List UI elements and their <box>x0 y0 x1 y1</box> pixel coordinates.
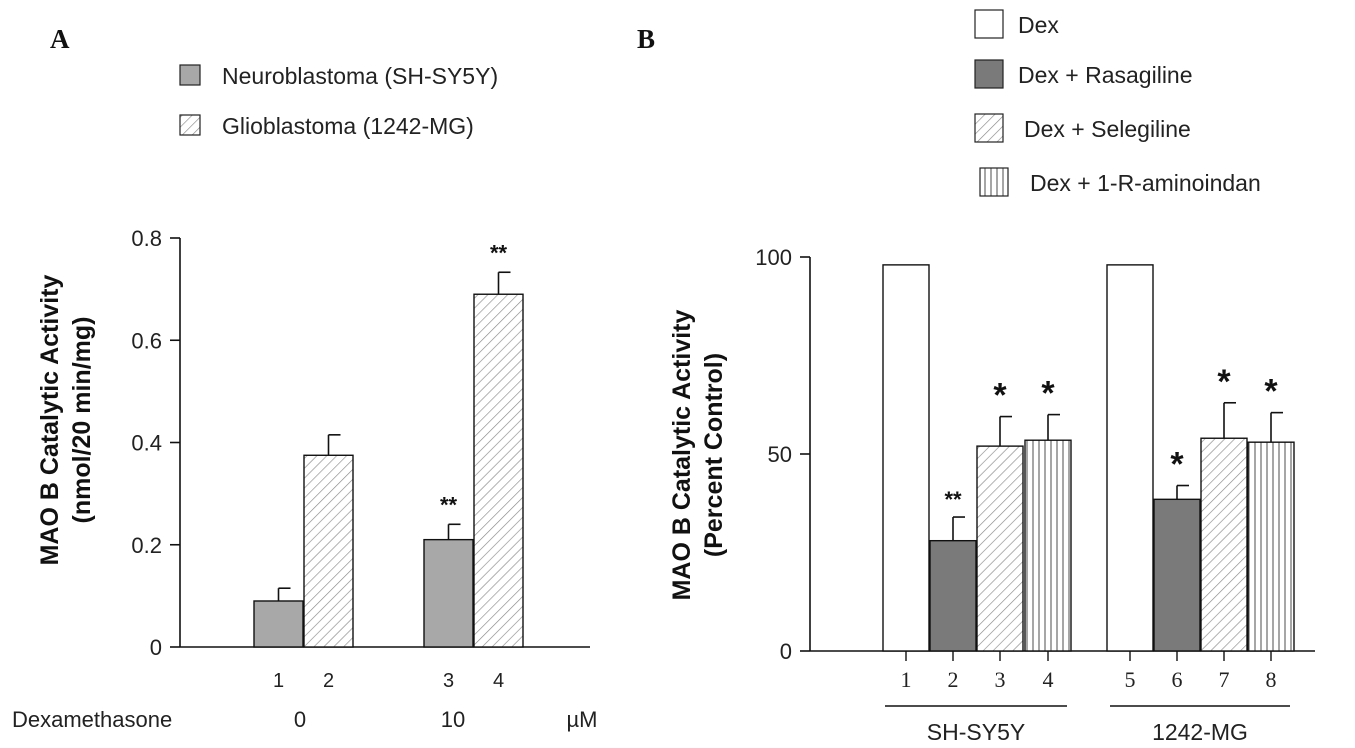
panel-a-y-tick-label: 0.8 <box>131 226 162 251</box>
panel-a-bar-label: 4 <box>493 670 504 692</box>
panel-b-bar-label: 2 <box>948 667 959 692</box>
panel-a-bar-label: 3 <box>443 670 454 692</box>
panel-b-bar-label: 5 <box>1125 667 1136 692</box>
panel-b-bar-label: 1 <box>901 667 912 692</box>
legend-swatch-aminoindan <box>979 167 1009 197</box>
panel-a-y-tick-label: 0.4 <box>131 431 162 456</box>
panel-b-significance: * <box>1217 363 1231 401</box>
panel-b-bar-label: 4 <box>1043 667 1054 692</box>
panel-b-significance: * <box>1264 373 1278 411</box>
dexamethasone-dose-10: 10 <box>441 707 465 732</box>
panel-a-bar-label: 2 <box>323 670 334 692</box>
panel-b-bar <box>882 264 930 652</box>
panel-b-bar-label: 3 <box>995 667 1006 692</box>
panel-b-ylabel-line1: MAO B Catalytic Activity <box>668 310 696 601</box>
legend-swatch-selegiline <box>974 113 1004 143</box>
panel-b-bar <box>1200 437 1248 652</box>
panel-b-ylabel: MAO B Catalytic Activity (Percent Contro… <box>668 310 728 601</box>
panel-b-significance: * <box>1170 446 1184 484</box>
legend-label-dex: Dex <box>1018 12 1059 38</box>
panel-a-ylabel: MAO B Catalytic Activity (nmol/20 min/mg… <box>36 275 96 566</box>
legend-label-glioblastoma: Glioblastoma (1242-MG) <box>222 113 474 139</box>
panel-b-bar <box>929 539 977 652</box>
panel-b-y-tick-label: 50 <box>768 442 792 467</box>
panel-b-plot: 0 50 100 1 ** 2 * 3 * 4 5 * 6 * 7 * 8 <box>755 245 1315 692</box>
panel-a-letter: A <box>50 24 70 54</box>
group-label-sh-sy5y: SH-SY5Y <box>927 719 1025 745</box>
panel-b-letter: B <box>637 24 655 54</box>
dexamethasone-unit: µM <box>566 707 597 732</box>
panel-b-bar <box>1247 441 1295 652</box>
panel-a-y-tick-label: 0 <box>150 635 162 660</box>
panel-b-significance: * <box>993 377 1007 415</box>
panel-b-bar-label: 7 <box>1219 667 1230 692</box>
dexamethasone-label: Dexamethasone <box>12 707 172 732</box>
panel-b-bar-label: 6 <box>1172 667 1183 692</box>
legend-label-rasagiline: Dex + Rasagiline <box>1018 62 1193 88</box>
legend-swatch-rasagiline <box>974 59 1004 89</box>
panel-a-y-tick-label: 0.2 <box>131 533 162 558</box>
panel-b-ylabel-line2: (Percent Control) <box>700 353 728 557</box>
panel-b-bar <box>1024 439 1072 652</box>
panel-b-bar-label: 8 <box>1266 667 1277 692</box>
group-label-1242-mg: 1242-MG <box>1152 719 1248 745</box>
panel-b-y-tick-label: 0 <box>780 639 792 664</box>
legend-label-selegiline: Dex + Selegiline <box>1024 116 1191 142</box>
legend-label-aminoindan: Dex + 1-R-aminoindan <box>1030 170 1261 196</box>
panel-b-bar <box>1106 264 1154 652</box>
legend-label-neuroblastoma: Neuroblastoma (SH-SY5Y) <box>222 63 498 89</box>
legend-swatch-dex <box>974 9 1004 39</box>
panel-b-legend: Dex Dex + Rasagiline Dex + Selegiline De… <box>974 9 1261 197</box>
panel-a-significance: ** <box>490 240 508 265</box>
panel-b-bar <box>1153 498 1201 652</box>
panel-a-bar-label: 1 <box>273 670 284 692</box>
panel-a-bar <box>253 600 304 648</box>
panel-a-bar <box>473 293 524 648</box>
panel-a-y-tick-label: 0.6 <box>131 328 162 353</box>
panel-b-bar <box>976 445 1024 652</box>
panel-b-significance: ** <box>944 487 962 512</box>
panel-a-ylabel-line2: (nmol/20 min/mg) <box>68 317 96 524</box>
dexamethasone-dose-0: 0 <box>294 707 306 732</box>
panel-a-plot: 0 0.2 0.4 0.6 0.8 1 2 ** 3 ** 4 <box>131 226 590 692</box>
panel-b-y-tick-label: 100 <box>755 245 792 270</box>
panel-a-legend: Neuroblastoma (SH-SY5Y) Glioblastoma (12… <box>179 63 498 139</box>
panel-a-ylabel-line1: MAO B Catalytic Activity <box>36 275 64 566</box>
panel-b-significance: * <box>1041 375 1055 413</box>
panel-a-bar <box>423 538 474 648</box>
legend-swatch-neuroblastoma <box>179 64 201 86</box>
legend-swatch-glioblastoma <box>179 114 201 136</box>
panel-a-bar <box>303 454 354 648</box>
panel-a-significance: ** <box>440 492 458 517</box>
